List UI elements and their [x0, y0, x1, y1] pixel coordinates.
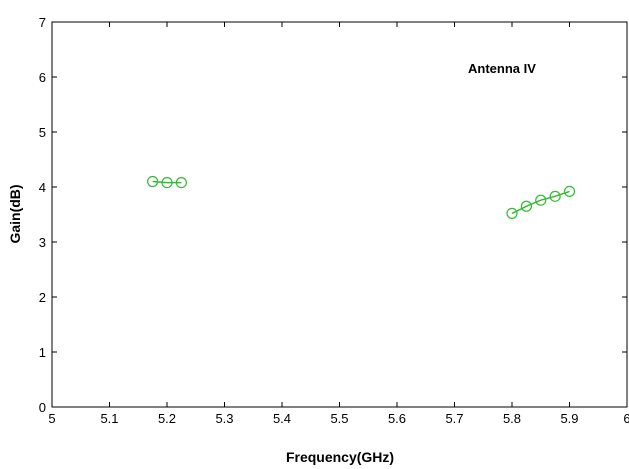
- y-tick-label: 0: [39, 400, 46, 415]
- plot-area: [51, 21, 628, 408]
- data-point: [147, 175, 159, 188]
- chart-annotation: Antenna IV: [468, 61, 536, 76]
- x-tick-labels: 5 5.1 5.2 5.3 5.4 5.5 5.6 5.7 5.8 5.9 6: [48, 411, 629, 426]
- y-tick-label: 6: [39, 70, 46, 85]
- x-axis-title: Frequency(GHz): [286, 449, 394, 465]
- x-tick-label: 5.4: [273, 411, 291, 426]
- data-point: [549, 190, 561, 202]
- x-tick-label: 5: [48, 411, 55, 426]
- y-tick-label: 1: [39, 345, 46, 360]
- data-point: [161, 177, 173, 189]
- x-tick-label: 5.1: [100, 411, 118, 426]
- y-tick-label: 3: [39, 235, 46, 250]
- y-tick-label: 4: [39, 180, 46, 195]
- data-point: [563, 185, 576, 197]
- x-tick-label: 5.7: [445, 411, 463, 426]
- x-tick-label: 5.8: [503, 411, 521, 426]
- y-tick-labels: 0 1 2 3 4 5 6 7: [39, 15, 46, 415]
- data-point: [506, 207, 518, 219]
- axis-ticks: [51, 21, 628, 408]
- x-tick-label: 6: [623, 411, 629, 426]
- x-tick-label: 5.6: [388, 411, 406, 426]
- x-tick-label: 5.9: [560, 411, 578, 426]
- series-1: [147, 175, 187, 189]
- y-axis-title: Gain(dB): [7, 184, 23, 243]
- x-tick-label: 5.3: [215, 411, 233, 426]
- y-tick-label: 5: [39, 125, 46, 140]
- series-layer: [147, 175, 576, 219]
- x-tick-label: 5.5: [330, 411, 348, 426]
- x-tick-label: 5.2: [158, 411, 176, 426]
- data-point: [520, 200, 532, 212]
- y-tick-label: 2: [39, 290, 46, 305]
- data-point: [535, 194, 547, 206]
- series-2: [506, 185, 576, 219]
- data-point: [175, 177, 187, 189]
- y-tick-label: 7: [39, 15, 46, 30]
